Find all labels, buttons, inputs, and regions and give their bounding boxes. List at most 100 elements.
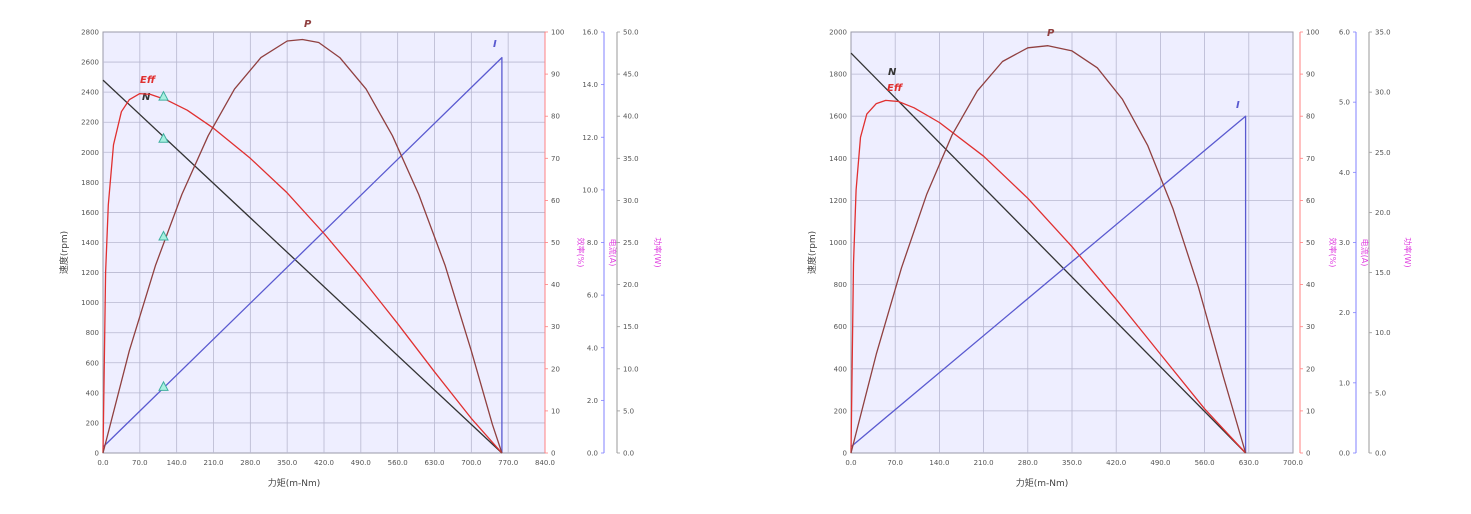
- x-tick-label: 70.0: [887, 459, 903, 467]
- y-tick-label: 1000: [81, 299, 99, 307]
- right-axis-tick-label: 60: [551, 197, 560, 205]
- series-line-p: [850, 45, 1247, 454]
- x-tick-label: 490.0: [351, 459, 371, 467]
- y-axis-title: 速度(rpm): [58, 231, 70, 274]
- x-axis-title: 力矩(m-Nm): [1016, 477, 1069, 489]
- right-axis-tick-label: 50: [1306, 239, 1315, 247]
- y-tick-label: 1400: [81, 239, 99, 247]
- y-tick-label: 800: [834, 281, 847, 289]
- y-tick-label: 1000: [829, 239, 847, 247]
- x-tick-label: 490.0: [1150, 459, 1170, 467]
- right-axis-tick-label: 5.0: [1375, 389, 1386, 397]
- chart-left: 0.0 70.0 140.0 210.0 280.0 350.0 420.0 490.0 560…: [58, 19, 663, 489]
- triangle-marker: [158, 90, 169, 101]
- right-axis-tick-label: 20: [1306, 365, 1315, 373]
- right-axis-tick-label: 30.0: [1375, 89, 1391, 97]
- y-tick-label: 1600: [829, 113, 847, 121]
- right-axis-tick-label: 50.0: [623, 29, 639, 37]
- right-axis-tick-label: 2.0: [1339, 309, 1350, 317]
- x-tick-label: 0.0: [845, 459, 856, 467]
- right-axis-tick-label: 30: [551, 323, 560, 331]
- right-axis-tick-label: 15.0: [623, 323, 639, 331]
- y-tick-label: 2400: [81, 89, 99, 97]
- x-tick-label: 560.0: [1195, 459, 1215, 467]
- x-tick-label: 210.0: [974, 459, 994, 467]
- right-axis-tick-label: 40: [551, 281, 560, 289]
- y-tick-label: 2200: [81, 119, 99, 127]
- x-tick-label: 630.0: [424, 459, 444, 467]
- x-tick-label: 350.0: [1062, 459, 1082, 467]
- right-axis-tick-label: 0.0: [1375, 450, 1386, 458]
- x-tick-label: 770.0: [498, 459, 518, 467]
- right-axis-tick-label: 40: [1306, 281, 1315, 289]
- y-axis-title: 速度(rpm): [806, 231, 818, 274]
- x-tick-label: 700.0: [461, 459, 481, 467]
- series-line-p: [102, 38, 503, 454]
- right-axis-tick-label: 70: [551, 155, 560, 163]
- right-axis-tick-label: 6.0: [1339, 29, 1350, 37]
- y-tick-label: 1800: [81, 179, 99, 187]
- right-axis-tick-label: 20.0: [623, 281, 639, 289]
- triangle-marker: [158, 230, 169, 241]
- series-line-eff: [102, 92, 503, 454]
- right-axis-tick-label: 1.0: [1339, 379, 1350, 387]
- series-line-n: [102, 79, 503, 454]
- right-axis-tick-label: 30.0: [623, 197, 639, 205]
- series-label-i: I: [493, 39, 497, 50]
- series-line-i: [850, 115, 1247, 453]
- right-axis-title: 效率(%): [1328, 238, 1338, 268]
- right-axis-tick-label: 5.0: [623, 407, 634, 415]
- series-label-n: N: [142, 92, 151, 103]
- right-axis-tick-label: 10.0: [623, 365, 639, 373]
- right-axis-tick-label: 0.0: [587, 450, 598, 458]
- right-axis-tick-label: 16.0: [582, 29, 598, 37]
- x-tick-label: 700.0: [1283, 459, 1303, 467]
- right-axis-title: 功率(W): [1403, 237, 1413, 267]
- y-tick-label: 200: [834, 407, 847, 415]
- right-axis-tick-label: 100: [1306, 29, 1319, 37]
- y-tick-label: 1200: [81, 269, 99, 277]
- right-axis-title: 电流(A): [608, 239, 618, 267]
- right-axis-tick-label: 5.0: [1339, 99, 1350, 107]
- right-axis-tick-label: 8.0: [587, 239, 598, 247]
- right-axis-tick-label: 90: [1306, 71, 1315, 79]
- triangle-marker: [158, 380, 169, 391]
- right-axis-tick-label: 0.0: [623, 450, 634, 458]
- right-axis-tick-label: 0.0: [1339, 450, 1350, 458]
- y-tick-label: 2800: [81, 29, 99, 37]
- series-line-n: [850, 52, 1247, 454]
- right-axis-tick-label: 3.0: [1339, 239, 1350, 247]
- y-tick-label: 1800: [829, 71, 847, 79]
- y-tick-label: 1200: [829, 197, 847, 205]
- y-tick-label: 2000: [81, 149, 99, 157]
- right-axis-tick-label: 0: [1306, 450, 1310, 458]
- x-tick-label: 420.0: [1106, 459, 1126, 467]
- x-tick-label: 0.0: [97, 459, 108, 467]
- right-axis-tick-label: 35.0: [623, 155, 639, 163]
- right-axis-tick-label: 35.0: [1375, 29, 1391, 37]
- y-tick-label: 1400: [829, 155, 847, 163]
- x-tick-label: 140.0: [929, 459, 949, 467]
- series-label-eff: Eff: [887, 83, 904, 94]
- series-label-eff: Eff: [140, 75, 157, 86]
- x-axis-title: 力矩(m-Nm): [268, 477, 321, 489]
- right-axis-tick-label: 25.0: [623, 239, 639, 247]
- x-tick-label: 70.0: [132, 459, 148, 467]
- right-axis-tick-label: 4.0: [1339, 169, 1350, 177]
- x-tick-label: 280.0: [240, 459, 260, 467]
- right-axis-tick-label: 10: [1306, 407, 1315, 415]
- right-axis-tick-label: 10.0: [1375, 329, 1391, 337]
- right-axis-tick-label: 10.0: [582, 186, 598, 194]
- right-axis-tick-label: 2.0: [587, 397, 598, 405]
- right-axis-tick-label: 12.0: [582, 134, 598, 142]
- right-axis-tick-label: 50: [551, 239, 560, 247]
- right-axis-tick-label: 10: [551, 407, 560, 415]
- y-tick-label: 1600: [81, 209, 99, 217]
- series-label-p: P: [1047, 28, 1055, 39]
- x-tick-label: 350.0: [277, 459, 297, 467]
- y-tick-label: 400: [834, 365, 847, 373]
- right-axis-tick-label: 15.0: [1375, 269, 1391, 277]
- right-axis-tick-label: 20: [551, 365, 560, 373]
- right-axis-tick-label: 80: [551, 113, 560, 121]
- y-tick-label: 0: [95, 450, 99, 458]
